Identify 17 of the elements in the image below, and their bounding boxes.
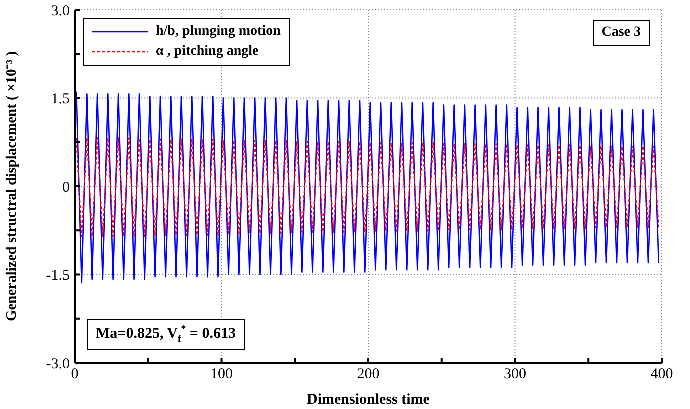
y-tick-label: 0: [62, 180, 70, 196]
y-tick-label: 3.0: [51, 3, 70, 20]
x-tick-label: 300: [504, 366, 526, 383]
annotation: Case 3: [602, 25, 641, 40]
x-axis-title: Dimensionless time: [307, 392, 430, 408]
legend-label: h/b, plunging motion: [156, 24, 281, 40]
legend-label: α , pitching angle: [156, 44, 259, 60]
x-tick-label: 100: [210, 366, 233, 383]
x-tick-label: 400: [650, 366, 674, 383]
line-series: [75, 92, 660, 284]
line-series: [75, 138, 660, 238]
y-tick-label: -1.5: [46, 268, 70, 284]
x-tick-label: 200: [357, 366, 380, 383]
annotation: Ma=0.825, V$_{f}$$^{*}$ = 0.613: [96, 324, 236, 345]
y-tick-label: -3.0: [46, 356, 70, 372]
y-tick-label: 1.5: [51, 92, 70, 108]
y-axis-title: Generalized structral displacement ( ×10⁻³ ): [4, 51, 20, 322]
